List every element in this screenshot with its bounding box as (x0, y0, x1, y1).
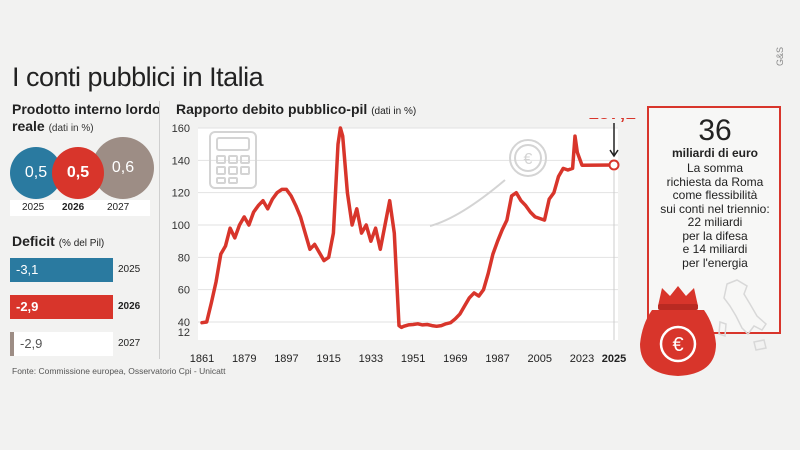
page-title: I conti pubblici in Italia (12, 62, 264, 92)
deficit-row-2025: -3,1 2025 (10, 258, 150, 282)
svg-text:€: € (524, 151, 533, 168)
money-bag-icon: € (640, 279, 767, 376)
gdp-unit: (dati in %) (48, 123, 94, 134)
annotation-label: 137,1 (588, 118, 636, 124)
chart-subtitle: (dati in %) (371, 106, 417, 117)
deficit-year-2027: 2027 (118, 338, 141, 349)
x-tick-label: 1933 (359, 353, 383, 365)
deficit-year-2026: 2026 (118, 301, 141, 312)
deficit-title-text: Deficit (12, 233, 55, 249)
gdp-year-2027: 2027 (107, 202, 130, 213)
x-tick-label: 2025 (602, 353, 626, 365)
x-tick-label: 2023 (570, 353, 594, 365)
annotation-point (608, 159, 620, 171)
source-note: Fonte: Commissione europea, Osservatorio… (12, 366, 226, 376)
info-line: per l'energia (682, 255, 748, 270)
info-big-label: miliardi di euro (671, 146, 758, 160)
chart-title-text: Rapporto debito pubblico-pil (176, 101, 368, 117)
svg-text:€: € (672, 334, 683, 356)
info-description: La somma richiesta da Roma come flessibi… (655, 161, 775, 270)
divider (159, 101, 160, 359)
calculator-icon (209, 131, 257, 189)
info-line: e 14 miliardi (682, 242, 748, 256)
info-line: La somma (686, 161, 744, 175)
y-tick-label: 80 (178, 252, 190, 264)
x-tick-label: 1969 (443, 353, 467, 365)
gdp-title: Prodotto interno lordo reale (dati in %) (12, 101, 172, 137)
deficit-row-2026: -2,9 2026 (10, 295, 150, 319)
x-tick-label: 1861 (190, 353, 214, 365)
y-tick-label: 60 (178, 285, 190, 297)
x-tick-label: 2005 (528, 353, 552, 365)
deficit-value-2027: -2,9 (10, 332, 113, 356)
chart-title: Rapporto debito pubblico-pil (dati in %) (176, 101, 416, 117)
y-tick-label: 100 (172, 220, 190, 232)
gdp-circle-2026: 0,5 (52, 147, 104, 199)
y-tick-label: 12 (178, 327, 190, 339)
grid (198, 127, 618, 323)
x-tick-label: 1915 (316, 353, 340, 365)
gdp-year-strip: 2025 2026 2027 (10, 200, 150, 216)
gdp-year-2026: 2026 (62, 202, 85, 213)
x-tick-label: 1879 (232, 353, 256, 365)
deficit-value-2025: -3,1 (10, 258, 113, 282)
info-line: per la difesa (682, 228, 748, 243)
info-line: richiesta da Roma (666, 174, 764, 189)
info-big-number: 36 (698, 114, 732, 147)
x-tick-label: 1951 (401, 353, 425, 365)
deficit-year-2025: 2025 (118, 264, 141, 275)
watermark: G&S (775, 46, 785, 66)
annotation: 137,1 (588, 118, 636, 340)
euro-coin-icon: € (429, 139, 547, 227)
info-line: 22 miliardi (687, 215, 743, 229)
deficit-unit: (% del Pil) (58, 238, 105, 249)
italy-map-icon (718, 279, 767, 351)
gdp-year-2025: 2025 (22, 202, 45, 213)
deficit-title: Deficit (% del Pil) (12, 233, 104, 249)
y-tick-label: 160 (172, 123, 190, 135)
y-tick-label: 120 (172, 188, 190, 200)
info-line: come flessibilità (672, 188, 758, 202)
plot-background (198, 128, 618, 340)
y-tick-label: 40 (178, 317, 190, 329)
deficit-value-2026: -2,9 (10, 295, 113, 319)
x-tick-label: 1897 (274, 353, 298, 365)
deficit-row-2027: -2,9 2027 (10, 332, 150, 356)
info-line: sui conti nel triennio: (660, 201, 770, 216)
gdp-title-text: Prodotto interno lordo reale (12, 101, 161, 134)
debt-series-line (200, 126, 616, 330)
y-tick-label: 140 (172, 155, 190, 167)
annotation-arrow (609, 123, 619, 158)
x-ticks: 1861 1879 1897 1915 1933 1951 1969 1987 2005 2023… (190, 353, 626, 365)
x-tick-label: 1987 (485, 353, 509, 365)
